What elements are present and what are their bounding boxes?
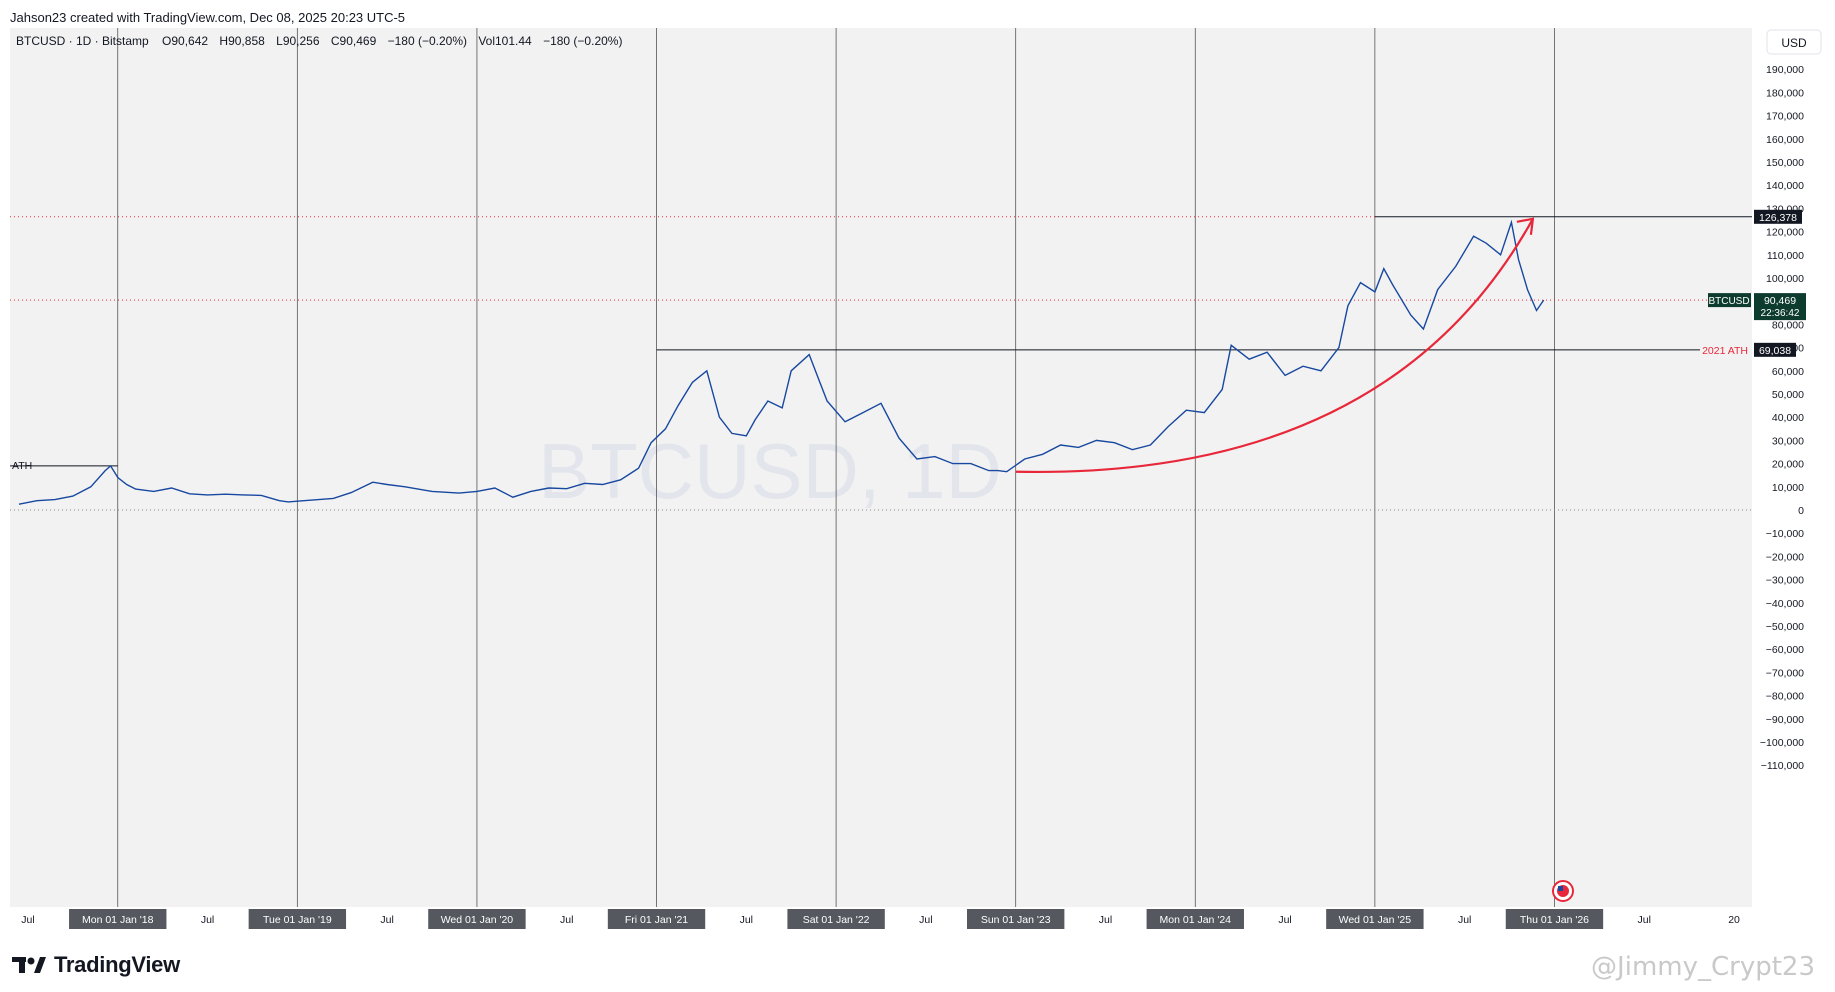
svg-text:BTCUSD · 1D · Bitstamp: BTCUSD · 1D · Bitstamp O90,642 H90,858 L… — [16, 34, 622, 48]
price-chart[interactable]: BTCUSD, 1D BTCUSD · 1D · Bitstamp O90,64… — [10, 28, 1825, 936]
time-tick-label: Sat 01 Jan '22 — [803, 914, 870, 926]
year-separator-lines — [117, 28, 1555, 907]
time-tick-box — [69, 909, 167, 929]
level-labels: ATH 2021 ATH 69,038 126,378 BTCUSD 90,46922:3… — [12, 209, 1806, 472]
currency-button[interactable]: USD — [1766, 29, 1822, 55]
price-tick-label: −80,000 — [1766, 691, 1804, 703]
tradingview-logo[interactable]: TradingView — [12, 952, 180, 978]
price-tick-label: −40,000 — [1766, 598, 1804, 610]
price-tick-label: −110,000 — [1761, 760, 1804, 772]
time-tick-box — [1146, 909, 1244, 929]
time-tick-label: Jul — [1099, 914, 1112, 926]
time-tick-label: Mon 01 Jan '24 — [1160, 914, 1232, 926]
time-tick-label: Jul — [560, 914, 573, 926]
price-tick-label: 140,000 — [1766, 180, 1804, 192]
horizontal-levels — [10, 216, 1752, 511]
time-tick-label: Tue 01 Jan '19 — [263, 914, 332, 926]
time-axis[interactable]: Jul Mon 01 Jan '18 Jul Tue 01 Jan '19 Jul Wed… — [21, 909, 1740, 929]
price-tick-label: 20,000 — [1772, 459, 1804, 471]
legend-change: −180 (−0.20%) — [388, 34, 467, 48]
time-tick-label: Jul — [1458, 914, 1471, 926]
ath-2025-price-badge — [1754, 209, 1802, 224]
price-tick-label: 50,000 — [1772, 389, 1804, 401]
legend-high: H90,858 — [219, 34, 265, 48]
time-tick-label: Fri 01 Jan '21 — [625, 914, 688, 926]
price-tick-label: −50,000 — [1766, 621, 1804, 633]
price-tick-label: −20,000 — [1766, 551, 1804, 563]
price-tick-label: −100,000 — [1760, 737, 1804, 749]
time-tick-label: Jul — [740, 914, 753, 926]
time-tick-label: 20 — [1728, 914, 1740, 926]
time-tick-label: Jul — [1278, 914, 1291, 926]
time-tick-label: Mon 01 Jan '18 — [82, 914, 154, 926]
price-tick-label: 10,000 — [1772, 482, 1804, 494]
parabolic-arc-drawing[interactable] — [1015, 218, 1534, 474]
time-tick-box — [248, 909, 347, 929]
price-tick-label: 150,000 — [1766, 157, 1804, 169]
time-tick-box — [1505, 909, 1604, 929]
ath-2021-price-badge — [1754, 342, 1796, 357]
tradingview-logo-icon — [12, 957, 46, 973]
legend-low: L90,256 — [276, 34, 320, 48]
price-tick-label: −60,000 — [1766, 644, 1804, 656]
legend-symbol: BTCUSD · 1D · Bitstamp — [16, 34, 149, 48]
ohlc-legend: BTCUSD · 1D · Bitstamp O90,642 H90,858 L… — [16, 34, 622, 48]
us-flag-icon[interactable] — [1552, 880, 1574, 902]
time-tick-label: Sun 01 Jan '23 — [981, 914, 1051, 926]
arc-arrowhead — [1516, 217, 1535, 235]
symbol-badge-text: BTCUSD — [1708, 296, 1749, 307]
btc-price-line — [18, 219, 1545, 505]
price-tick-label: 30,000 — [1772, 435, 1804, 447]
chart-area[interactable]: BTCUSD, 1D BTCUSD · 1D · Bitstamp O90,64… — [10, 28, 1825, 936]
price-tick-label: 40,000 — [1772, 412, 1804, 424]
price-axis[interactable]: 190,000 180,000 170,000 160,000 150,000 140,0… — [1760, 64, 1804, 772]
symbol-badge — [1708, 293, 1751, 308]
price-tick-label: 190,000 — [1766, 64, 1804, 76]
price-tick-label: 180,000 — [1766, 87, 1804, 99]
price-tick-label: 120,000 — [1766, 227, 1804, 239]
price-tick-label: −10,000 — [1766, 528, 1804, 540]
time-tick-label: Jul — [21, 914, 34, 926]
ath-2021-price-text: 69,038 — [1759, 345, 1791, 357]
tradingview-brand: TradingView — [54, 952, 180, 977]
currency-label: USD — [1781, 36, 1807, 50]
time-tick-box — [787, 909, 885, 929]
symbol-watermark: BTCUSD, 1D — [538, 427, 1002, 515]
time-tick-box — [966, 909, 1065, 929]
countdown-text: 22:36:42 — [1761, 308, 1800, 319]
legend-close: C90,469 — [331, 34, 377, 48]
plot-background — [10, 28, 1752, 907]
ath-2017-label: ATH — [12, 460, 32, 472]
legend-open: O90,642 — [162, 34, 208, 48]
ath-2021-label: 2021 ATH — [1702, 345, 1748, 357]
price-tick-label: 160,000 — [1766, 134, 1804, 146]
time-tick-label: Wed 01 Jan '25 — [1339, 914, 1412, 926]
time-tick-label: Jul — [380, 914, 393, 926]
price-tick-label: 80,000 — [1772, 319, 1804, 331]
price-tick-label: −70,000 — [1766, 667, 1804, 679]
current-price-badge — [1754, 293, 1806, 321]
time-tick-label: Jul — [201, 914, 214, 926]
price-tick-label: 0 — [1798, 505, 1804, 517]
time-tick-box — [607, 909, 706, 929]
ath-2025-price-text: 126,378 — [1759, 212, 1797, 224]
axis-background — [1752, 28, 1825, 936]
price-tick-label: 170,000 — [1766, 111, 1804, 123]
time-tick-label: Wed 01 Jan '20 — [441, 914, 514, 926]
time-tick-box — [1326, 909, 1424, 929]
current-price-text: 90,469 — [1764, 295, 1796, 307]
time-tick-label: Jul — [919, 914, 932, 926]
legend-volume: Vol101.44 — [478, 34, 532, 48]
time-tick-label: Thu 01 Jan '26 — [1520, 914, 1589, 926]
price-tick-label: −90,000 — [1766, 714, 1804, 726]
time-tick-box — [428, 909, 526, 929]
time-tick-label: Jul — [1638, 914, 1651, 926]
price-tick-label: 60,000 — [1772, 366, 1804, 378]
legend-volume-change: −180 (−0.20%) — [543, 34, 622, 48]
price-tick-label: 100,000 — [1766, 273, 1804, 285]
credit-text: Jahson23 created with TradingView.com, D… — [10, 10, 406, 25]
user-watermark: @Jimmy_Crypt23 — [1591, 952, 1815, 982]
price-tick-label: 110,000 — [1767, 250, 1804, 262]
price-tick-label: −30,000 — [1766, 575, 1804, 587]
